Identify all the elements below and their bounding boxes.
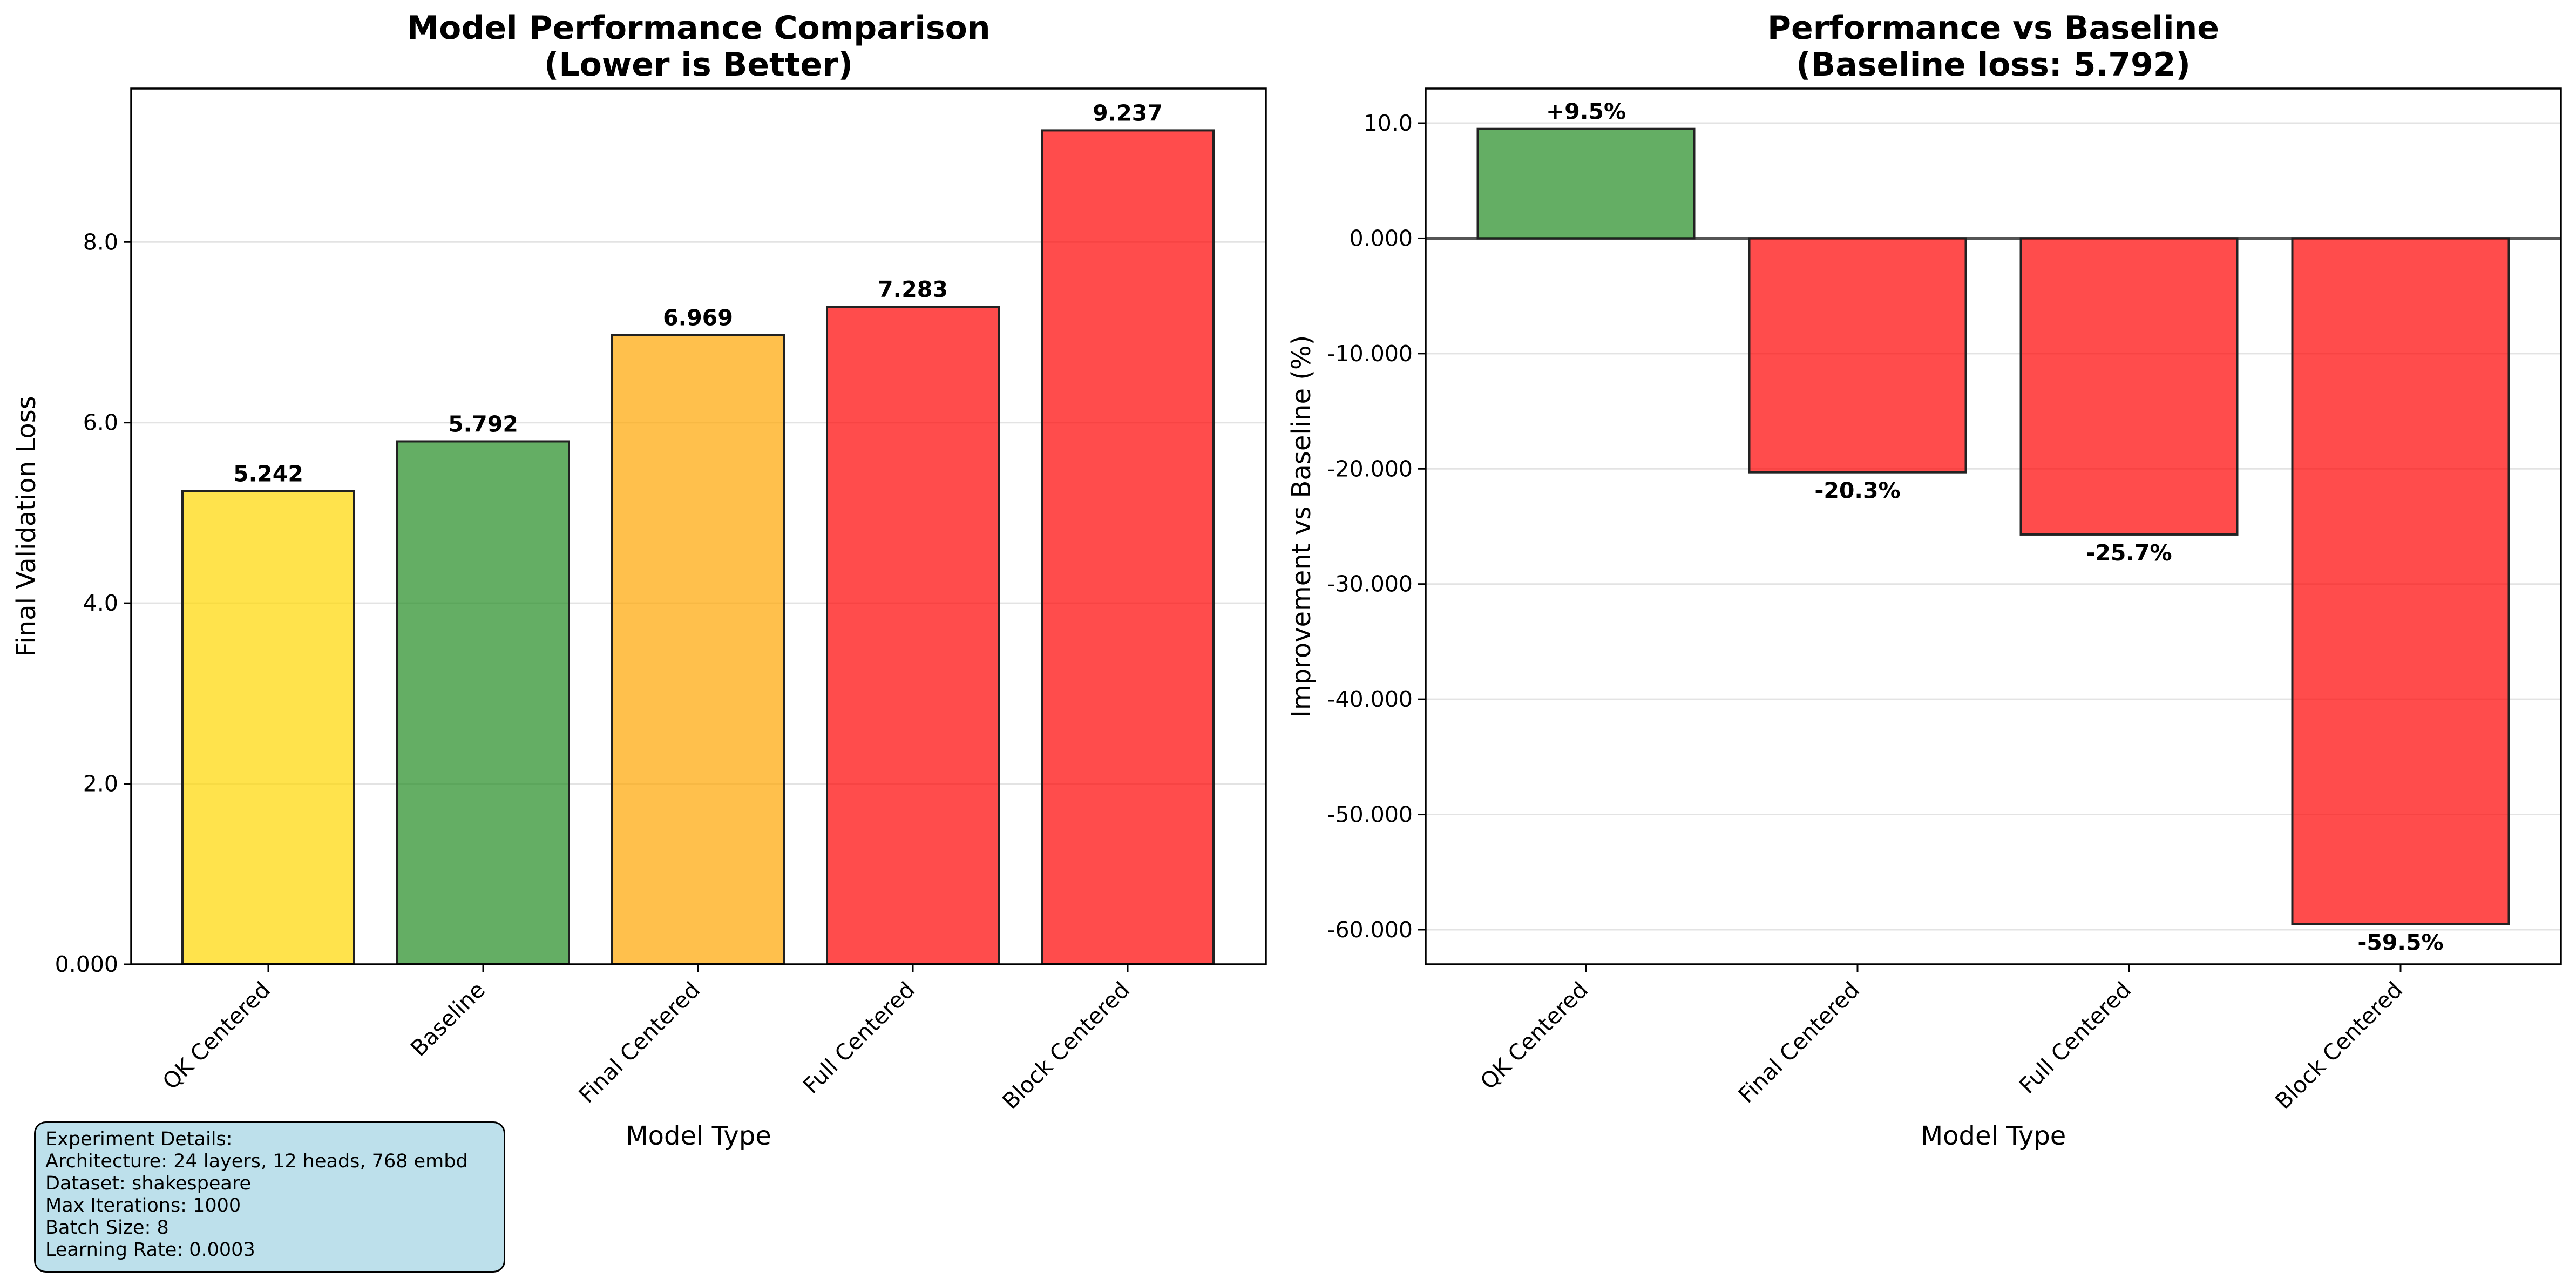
- x-tick-label: QK Centered: [1475, 977, 1593, 1094]
- x-tick-label: QK Centered: [158, 977, 275, 1094]
- y-tick-label: 8.0: [83, 229, 118, 255]
- y-tick-label: 2.0: [83, 771, 118, 797]
- chart-title-line: (Baseline loss: 5.792): [1796, 46, 2191, 84]
- bar-qk-centered: [181, 490, 355, 965]
- bar-final-centered: [1748, 237, 1967, 474]
- experiment-details-box: Experiment Details: Architecture: 24 lay…: [34, 1121, 505, 1273]
- y-tick-label: 4.0: [83, 590, 118, 616]
- x-tick-label: Final Centered: [1733, 977, 1865, 1108]
- bar-value-label: -25.7%: [2086, 540, 2172, 566]
- bar-final-centered: [611, 334, 785, 966]
- chart-title-line: Performance vs Baseline: [1767, 9, 2219, 47]
- x-axis-title: Model Type: [1921, 1121, 2066, 1151]
- y-tick-label: 10.0: [1364, 110, 1413, 136]
- y-tick-label: 0.000: [55, 951, 118, 977]
- x-axis-title: Model Type: [626, 1121, 771, 1151]
- chart-title-line: Model Performance Comparison: [406, 9, 990, 47]
- bar-value-label: 5.242: [233, 461, 303, 486]
- bar-value-label: 6.969: [663, 305, 733, 331]
- y-axis-title: Improvement vs Baseline (%): [1286, 335, 1317, 718]
- experiment-dataset: Dataset: shakespeare: [45, 1173, 251, 1194]
- improvement-vs-baseline-chart: Performance vs Baseline(Baseline loss: 5…: [1286, 9, 2562, 1151]
- experiment-details-heading: Experiment Details:: [45, 1128, 233, 1150]
- y-tick-label: -30.000: [1327, 571, 1413, 597]
- bar-baseline: [396, 440, 570, 965]
- y-tick-label: -20.000: [1327, 456, 1413, 482]
- x-tick-label: Block Centered: [997, 977, 1135, 1114]
- y-tick-label: -50.000: [1327, 802, 1413, 828]
- x-tick-label: Full Centered: [2014, 977, 2136, 1099]
- x-tick-label: Final Centered: [574, 977, 705, 1108]
- x-tick-label: Baseline: [405, 977, 490, 1061]
- experiment-learning-rate: Learning Rate: 0.0003: [45, 1239, 255, 1261]
- axes-frame: [1425, 87, 2562, 965]
- bar-value-label: +9.5%: [1546, 99, 1626, 125]
- bar-full-centered: [826, 306, 1000, 966]
- bar-value-label: 7.283: [878, 276, 948, 302]
- experiment-batch-size: Batch Size: 8: [45, 1217, 169, 1239]
- y-tick-label: -40.000: [1327, 686, 1413, 712]
- loss-comparison-chart: Model Performance Comparison(Lower is Be…: [11, 9, 1267, 1151]
- x-tick-label: Block Centered: [2270, 977, 2408, 1114]
- bar-value-label: 9.237: [1093, 100, 1163, 126]
- y-tick-label: -10.000: [1327, 341, 1413, 367]
- bar-qk-centered: [1476, 127, 1696, 240]
- bar-block-centered: [1041, 129, 1215, 965]
- experiment-architecture: Architecture: 24 layers, 12 heads, 768 e…: [45, 1151, 468, 1172]
- bar-value-label: 5.792: [448, 411, 518, 437]
- chart-title-line: (Lower is Better): [544, 46, 853, 84]
- experiment-max-iterations: Max Iterations: 1000: [45, 1195, 241, 1216]
- bar-value-label: -20.3%: [1814, 478, 1900, 504]
- bar-full-centered: [2019, 237, 2239, 536]
- bar-block-centered: [2291, 237, 2510, 925]
- axes-frame: [130, 87, 1267, 965]
- y-tick-label: 6.0: [83, 410, 118, 436]
- y-axis-title: Final Validation Loss: [11, 396, 42, 657]
- y-tick-label: -60.000: [1327, 917, 1413, 943]
- y-tick-label: 0.000: [1350, 225, 1413, 251]
- bar-value-label: -59.5%: [2357, 929, 2443, 955]
- x-tick-label: Full Centered: [798, 977, 920, 1099]
